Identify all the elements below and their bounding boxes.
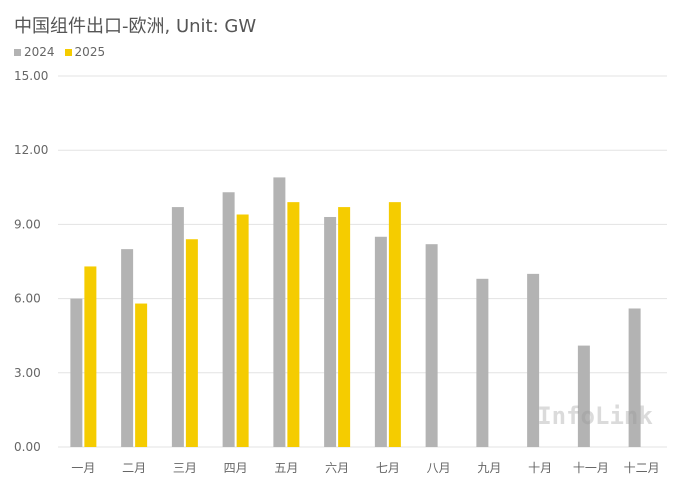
legend-swatch <box>14 48 21 56</box>
bar-2025-5 <box>287 202 300 447</box>
y-tick-label: 0.00 <box>14 440 41 454</box>
bar-2024-4 <box>222 192 235 447</box>
bar-2025-6 <box>338 207 351 447</box>
x-tick-label: 十月 <box>528 461 552 475</box>
bar-2024-1 <box>70 298 83 447</box>
legend-swatch <box>64 48 72 56</box>
bar-2025-1 <box>84 266 97 447</box>
bar-2024-6 <box>324 216 337 447</box>
x-tick-label: 十二月 <box>624 461 660 475</box>
bar-2024-7 <box>374 236 387 447</box>
x-tick-label: 九月 <box>477 461 501 475</box>
legend: 2024 2025 <box>14 45 105 59</box>
y-tick-label: 3.00 <box>14 366 41 380</box>
bar-2024-3 <box>171 207 184 447</box>
legend-item-2024: 2024 <box>14 45 55 59</box>
y-tick-label: 9.00 <box>14 217 41 231</box>
x-tick-label: 十一月 <box>573 461 609 475</box>
bar-2024-8 <box>425 244 438 447</box>
bar-2024-5 <box>273 177 286 447</box>
x-tick-label: 三月 <box>173 461 197 475</box>
x-tick-label: 五月 <box>274 461 298 475</box>
legend-label: 2025 <box>74 45 106 59</box>
x-tick-label: 二月 <box>122 461 146 475</box>
x-tick-label: 六月 <box>325 461 349 475</box>
watermark-logo: InfoLink <box>537 402 653 430</box>
bar-2025-3 <box>185 239 198 447</box>
bar-2024-10 <box>527 273 540 447</box>
chart-title: 中国组件出口-欧洲, Unit: GW <box>14 16 257 37</box>
y-tick-label: 15.00 <box>14 69 48 83</box>
bar-2024-12 <box>628 308 641 447</box>
y-tick-label: 6.00 <box>14 292 41 306</box>
bar-2024-9 <box>476 278 489 447</box>
bar-2024-11 <box>577 345 590 447</box>
legend-item-2025: 2025 <box>64 45 106 59</box>
bar-2024-2 <box>121 249 134 447</box>
y-tick-label: 12.00 <box>14 143 48 157</box>
bar-2025-7 <box>388 202 401 447</box>
x-tick-label: 八月 <box>427 461 451 475</box>
x-tick-label: 一月 <box>71 461 95 475</box>
bar-2025-2 <box>135 303 148 447</box>
x-tick-label: 七月 <box>376 461 400 475</box>
bar-2025-4 <box>236 214 249 447</box>
legend-label: 2024 <box>24 45 55 59</box>
x-tick-label: 四月 <box>224 461 248 475</box>
